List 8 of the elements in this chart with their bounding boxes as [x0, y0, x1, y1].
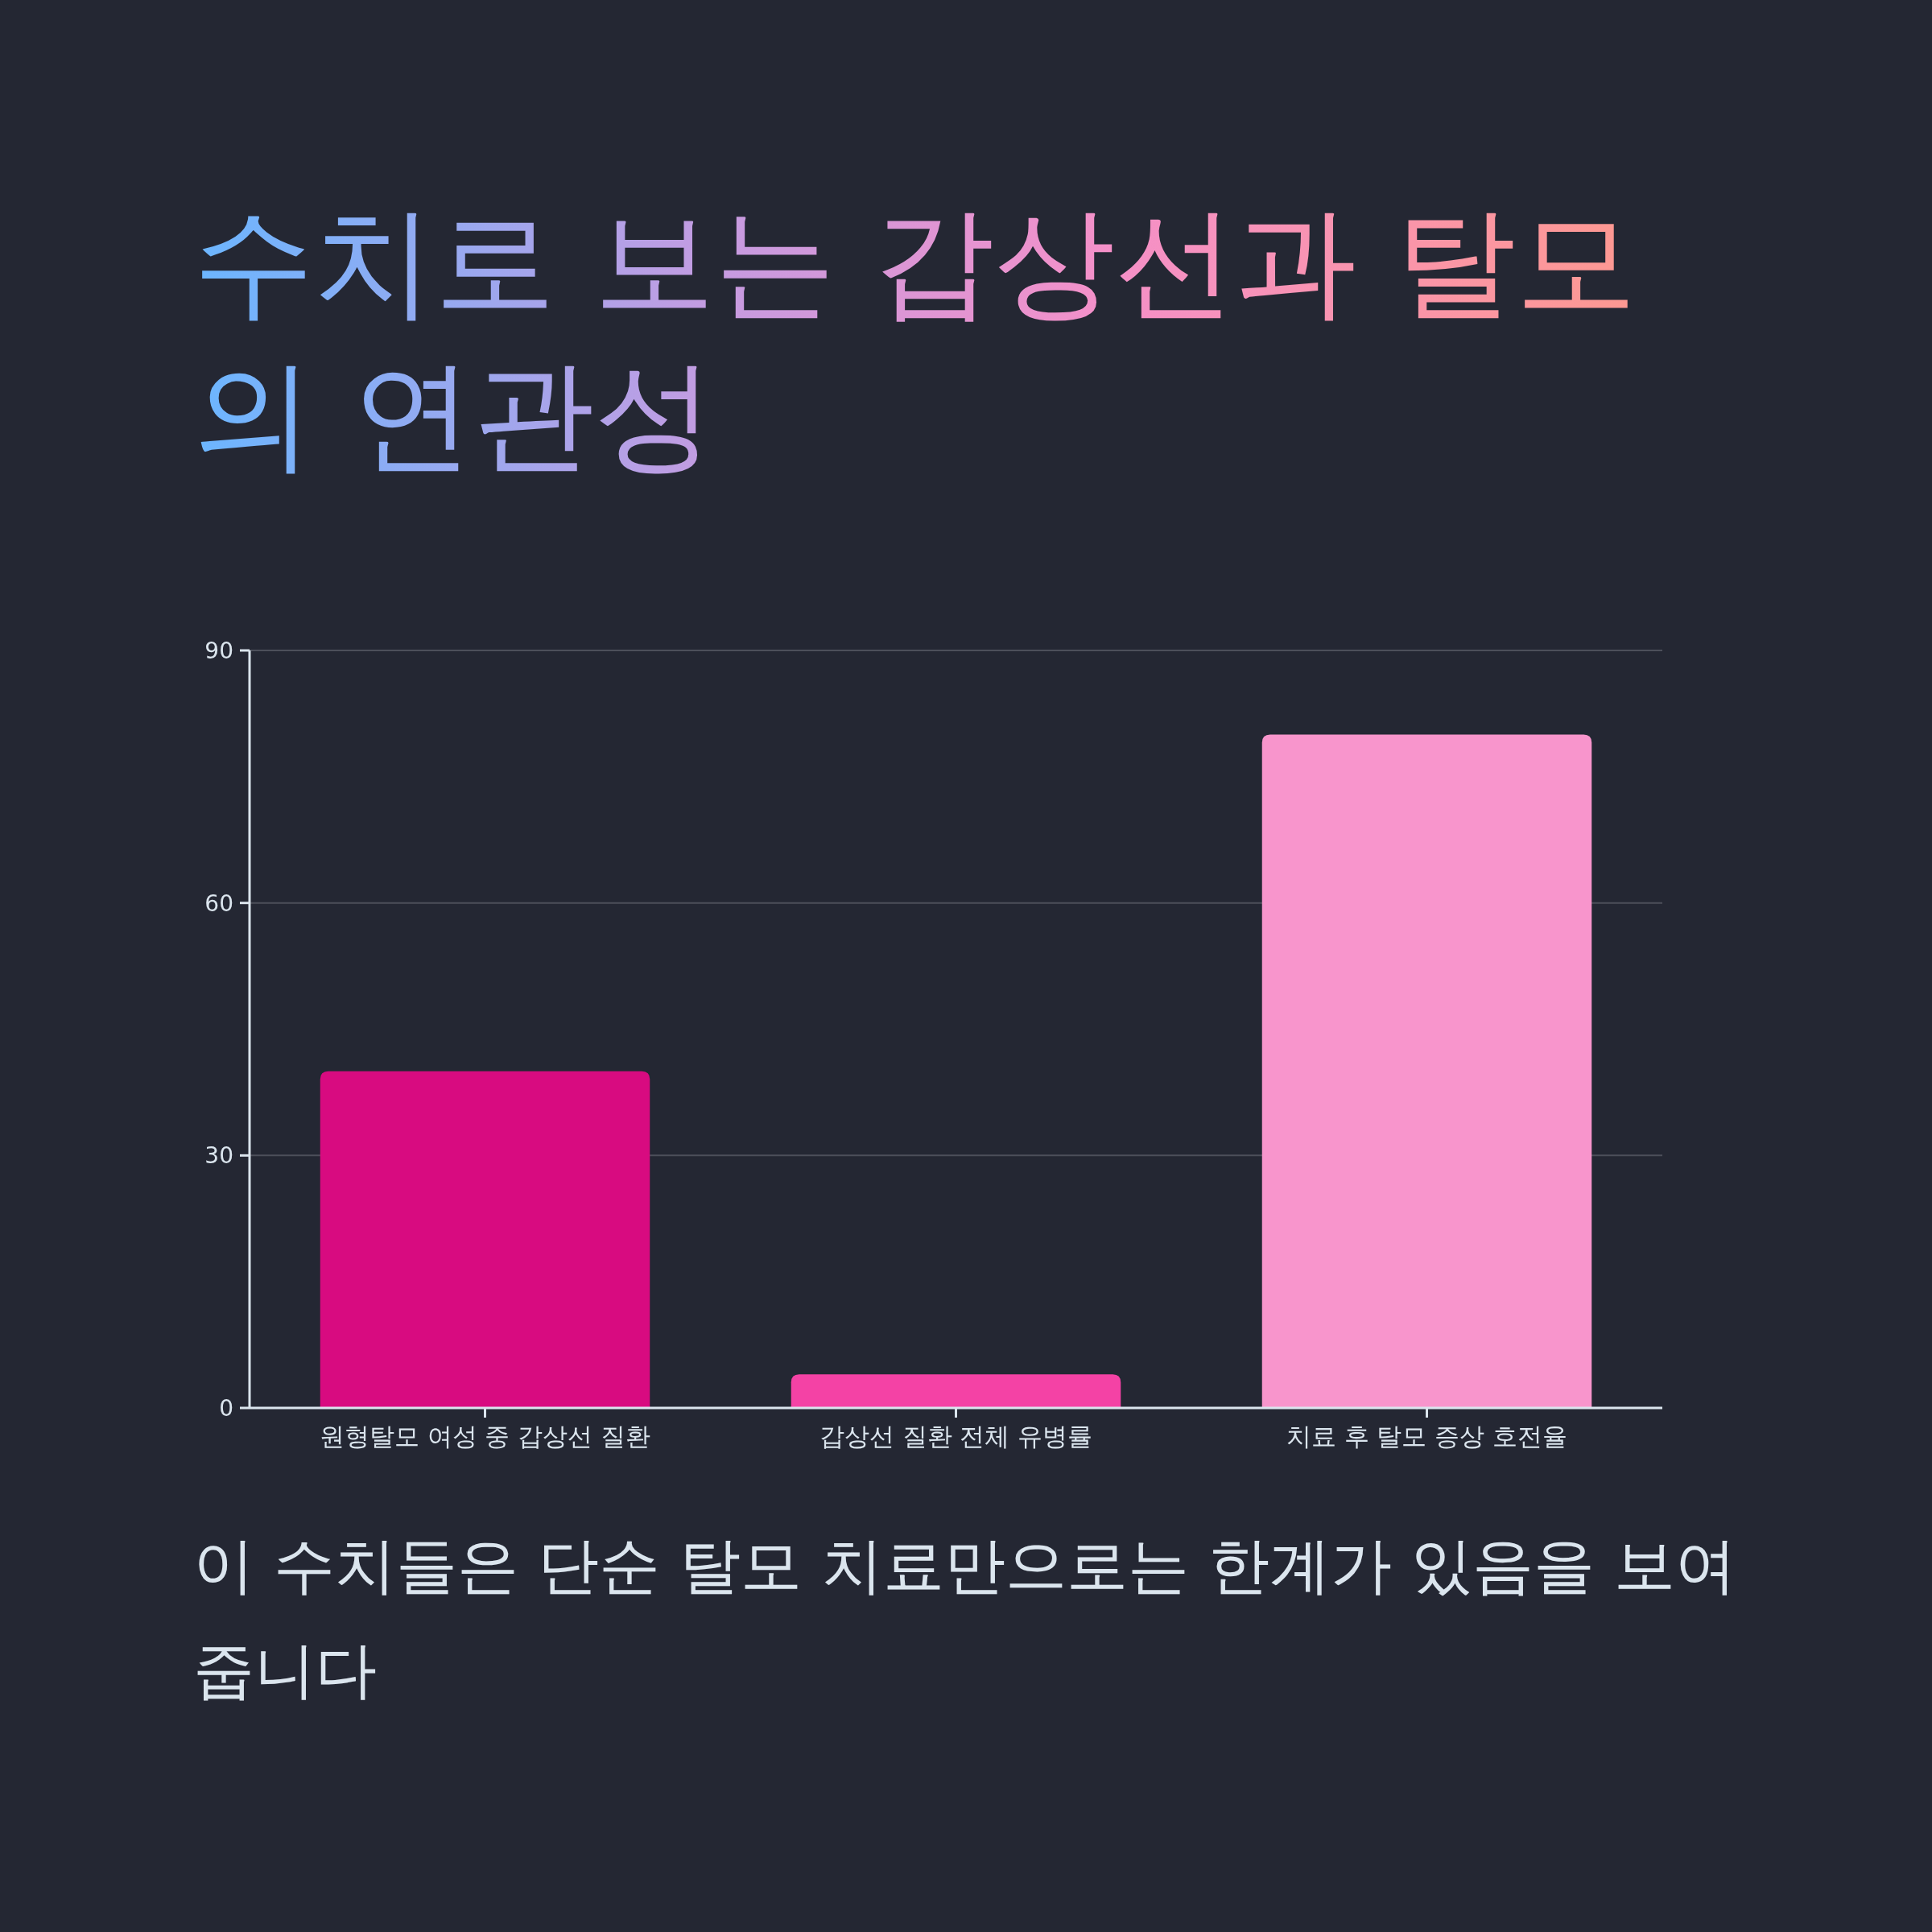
y-tick-label: 30 [204, 1142, 233, 1170]
y-tick-label: 60 [204, 890, 233, 917]
x-tick-label: 치료 후 탈모 증상 호전율 [1286, 1422, 1568, 1451]
x-tick-label: 갑상선 질환 전체 유병률 [819, 1422, 1093, 1451]
x-tick-label: 원형탈모 여성 중 갑상선 질환 [319, 1422, 651, 1451]
y-tick-label: 90 [204, 638, 233, 664]
y-tick-label: 0 [219, 1395, 233, 1422]
text: 이 수치들은 단순 탈모 치료만으로는 한계가 있음을 보여줍니다 [193, 1529, 1738, 1707]
